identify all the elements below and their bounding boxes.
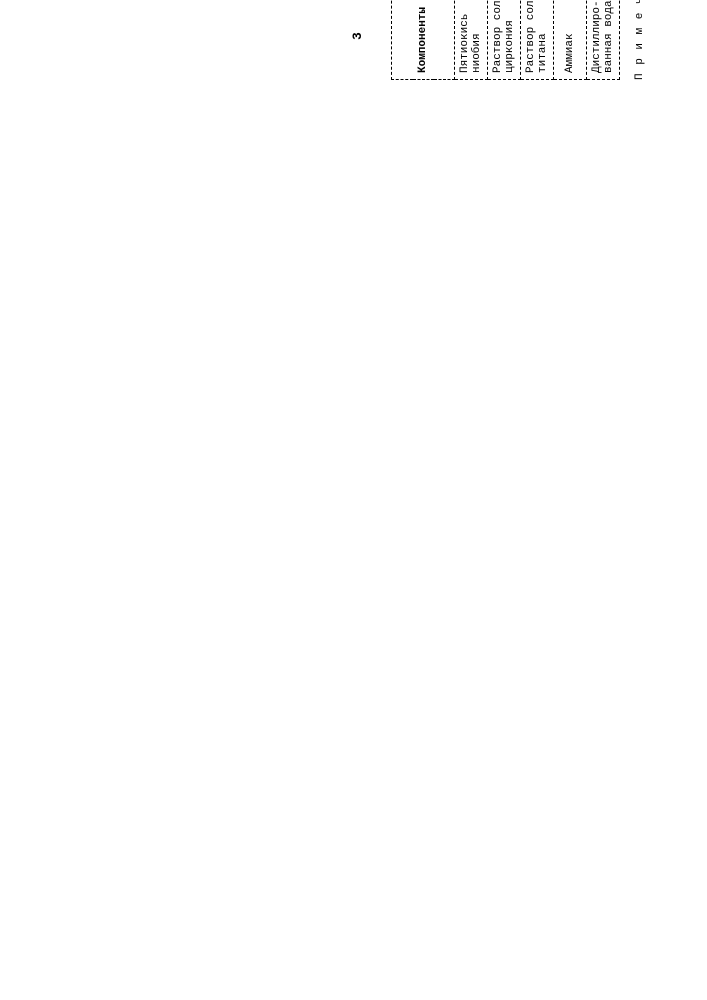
cell-component: Пятиокись ниобия (455, 0, 488, 80)
table-note: П р и м е ч а н и е. При других концентр… (632, 0, 665, 80)
cell-component: Дистиллиро- ванная вода (587, 0, 620, 80)
table-row: Раствор соли циркония1 моль/л ZrO₂5,94 л… (488, 0, 521, 80)
page-num-left: 3 (350, 32, 365, 40)
col-components: Компоненты (392, 0, 455, 80)
table-row: Дистиллиро- ванная вода–5–65–65–65–65–65… (587, 0, 620, 80)
note-line-1: П р и м е ч а н и е. При других концентр… (634, 0, 646, 80)
table-row: Пятиокись ниобия98,5% Nb₂O₅268,83 г272,3… (455, 0, 488, 80)
cell-component: Раствор соли титана (521, 0, 554, 80)
components-table: Компоненты Концентра- ция Количество ком… (391, 0, 620, 80)
cell-component: Аммиак (554, 0, 587, 80)
cell-component: Раствор соли циркония (488, 0, 521, 80)
table-row: Раствор соли титана1 моль/л TiO₂0,03 л0,… (521, 0, 554, 80)
table-caption: Т а б л и ц а 1 (373, 0, 387, 80)
table-row: Аммиак25% NH₃ (13,5 моль/л)2–2,52–2,52–2… (554, 0, 587, 80)
